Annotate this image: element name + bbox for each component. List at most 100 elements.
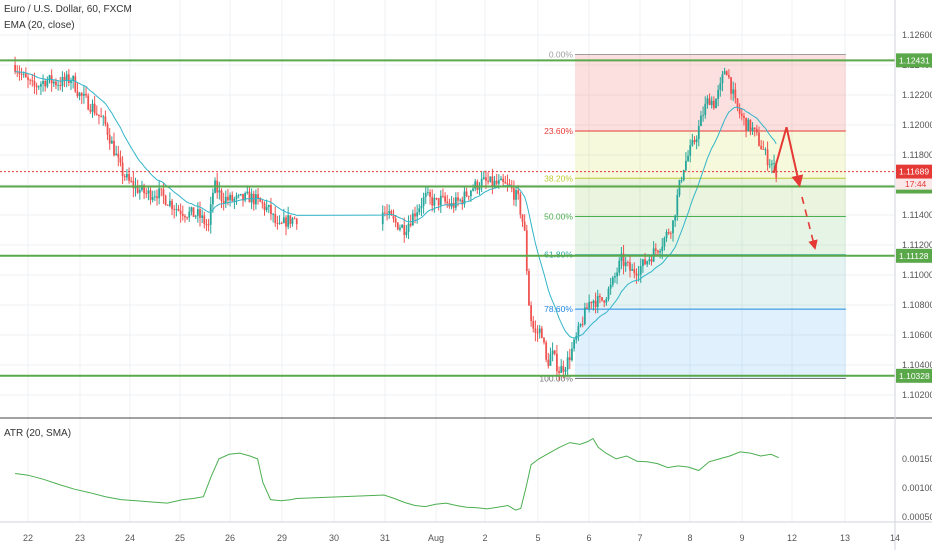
- candle-body: [407, 223, 410, 232]
- fib-zone: [574, 54, 846, 131]
- candle-body: [186, 217, 188, 219]
- candle-body: [22, 73, 25, 75]
- support-resistance-lines[interactable]: [0, 59, 895, 377]
- candle-body: [403, 225, 406, 235]
- atr-axis[interactable]: 0.00150 0.00100 0.00050: [902, 454, 932, 522]
- current-price-tag: [896, 164, 932, 179]
- candle-body: [42, 80, 44, 84]
- candle-body: [689, 145, 692, 156]
- candle-body: [205, 224, 208, 225]
- candle-body: [642, 259, 644, 267]
- candle-body: [55, 81, 57, 86]
- candle-body: [70, 81, 72, 83]
- candle-body: [648, 259, 651, 262]
- candle-body: [629, 262, 631, 271]
- fib-level-label: 23.60%: [544, 126, 573, 136]
- atr-indicator-label[interactable]: ATR (20, SMA): [4, 428, 72, 439]
- candle-body: [644, 259, 646, 265]
- candle-body: [700, 115, 702, 127]
- candle-body: [646, 261, 649, 265]
- candle-body: [446, 201, 449, 204]
- candle-body: [540, 328, 543, 339]
- candle-body: [665, 231, 668, 238]
- candle-body: [599, 295, 601, 298]
- price-tick-label: 1.11000: [902, 270, 932, 280]
- candle-body: [702, 115, 704, 116]
- candle-body: [117, 153, 120, 158]
- candle-body: [149, 190, 152, 200]
- candle-body: [771, 163, 773, 165]
- candle-body: [734, 89, 737, 99]
- fib-level-label: 100.00%: [539, 374, 573, 384]
- candle-body: [244, 193, 247, 201]
- candle-body: [657, 250, 659, 253]
- candle-body: [461, 199, 464, 205]
- candle-body: [381, 212, 384, 225]
- candle-body: [282, 217, 285, 224]
- candle-body: [48, 75, 51, 81]
- candle-body: [138, 190, 141, 193]
- candle-body: [566, 357, 569, 370]
- candle-body: [237, 194, 240, 196]
- candle-body: [229, 194, 231, 201]
- candle-body: [538, 328, 541, 333]
- candle-body: [556, 353, 558, 372]
- candle-body: [85, 93, 87, 96]
- candle-body: [80, 93, 83, 96]
- candle-body: [626, 262, 629, 263]
- candle-body: [422, 197, 425, 206]
- candle-body: [267, 205, 270, 207]
- candle-body: [491, 176, 494, 187]
- candle-body: [470, 190, 472, 197]
- candle-body: [487, 180, 489, 182]
- candle-body: [207, 224, 210, 226]
- projection-arrows[interactable]: [772, 126, 818, 250]
- candle-body: [89, 109, 92, 112]
- candle-body: [444, 196, 446, 202]
- candle-body: [287, 215, 290, 227]
- candle-body: [424, 192, 427, 198]
- candle-body: [728, 75, 730, 78]
- ema-indicator-label[interactable]: EMA (20, close): [4, 20, 75, 31]
- candle-body: [126, 174, 128, 178]
- candle-body: [502, 178, 505, 182]
- candle-body: [115, 153, 118, 156]
- candle-body: [166, 205, 169, 206]
- candle-body: [706, 98, 709, 104]
- candle-body: [239, 193, 242, 195]
- time-axis[interactable]: 22 23 24 25 26 29 30 31 Aug 2 5 6 7 8 9 12 13 14: [23, 533, 900, 543]
- time-tick-label: 29: [277, 533, 287, 543]
- fib-level-label: 0.00%: [549, 50, 574, 60]
- time-tick-label: 14: [890, 533, 900, 543]
- sr-price-tag: [896, 368, 932, 383]
- candle-body: [515, 190, 517, 200]
- fibonacci-retracement[interactable]: 0.00% 23.60% 38.20% 50.00% 61.80% 78.60% 100.0…: [539, 50, 846, 384]
- atr-tick-label: 0.00050: [902, 512, 932, 522]
- candle-body: [110, 140, 113, 144]
- candle-body: [20, 73, 23, 75]
- price-tick-label: 1.12200: [902, 90, 932, 100]
- candle-body: [44, 80, 47, 87]
- time-tick-label: 9: [739, 533, 744, 543]
- candle-body: [257, 194, 259, 199]
- candle-body: [738, 108, 741, 114]
- candle-body: [295, 218, 298, 225]
- time-tick-label: 22: [23, 533, 33, 543]
- grid: [0, 0, 896, 522]
- candle-body: [420, 205, 423, 209]
- candle-body: [601, 297, 603, 301]
- candle-body: [63, 76, 66, 81]
- candle-body: [280, 222, 283, 224]
- candle-body: [611, 277, 614, 285]
- candle-body: [762, 149, 765, 150]
- price-tick-label: 1.11400: [902, 210, 932, 220]
- candle-body: [532, 321, 535, 329]
- candle-body: [132, 180, 135, 189]
- candle-body: [175, 208, 178, 210]
- sr-price-tag: [896, 53, 932, 68]
- time-tick-label: 8: [687, 533, 692, 543]
- candle-body: [590, 301, 593, 304]
- candle-body: [29, 79, 32, 81]
- candle-body: [401, 225, 403, 228]
